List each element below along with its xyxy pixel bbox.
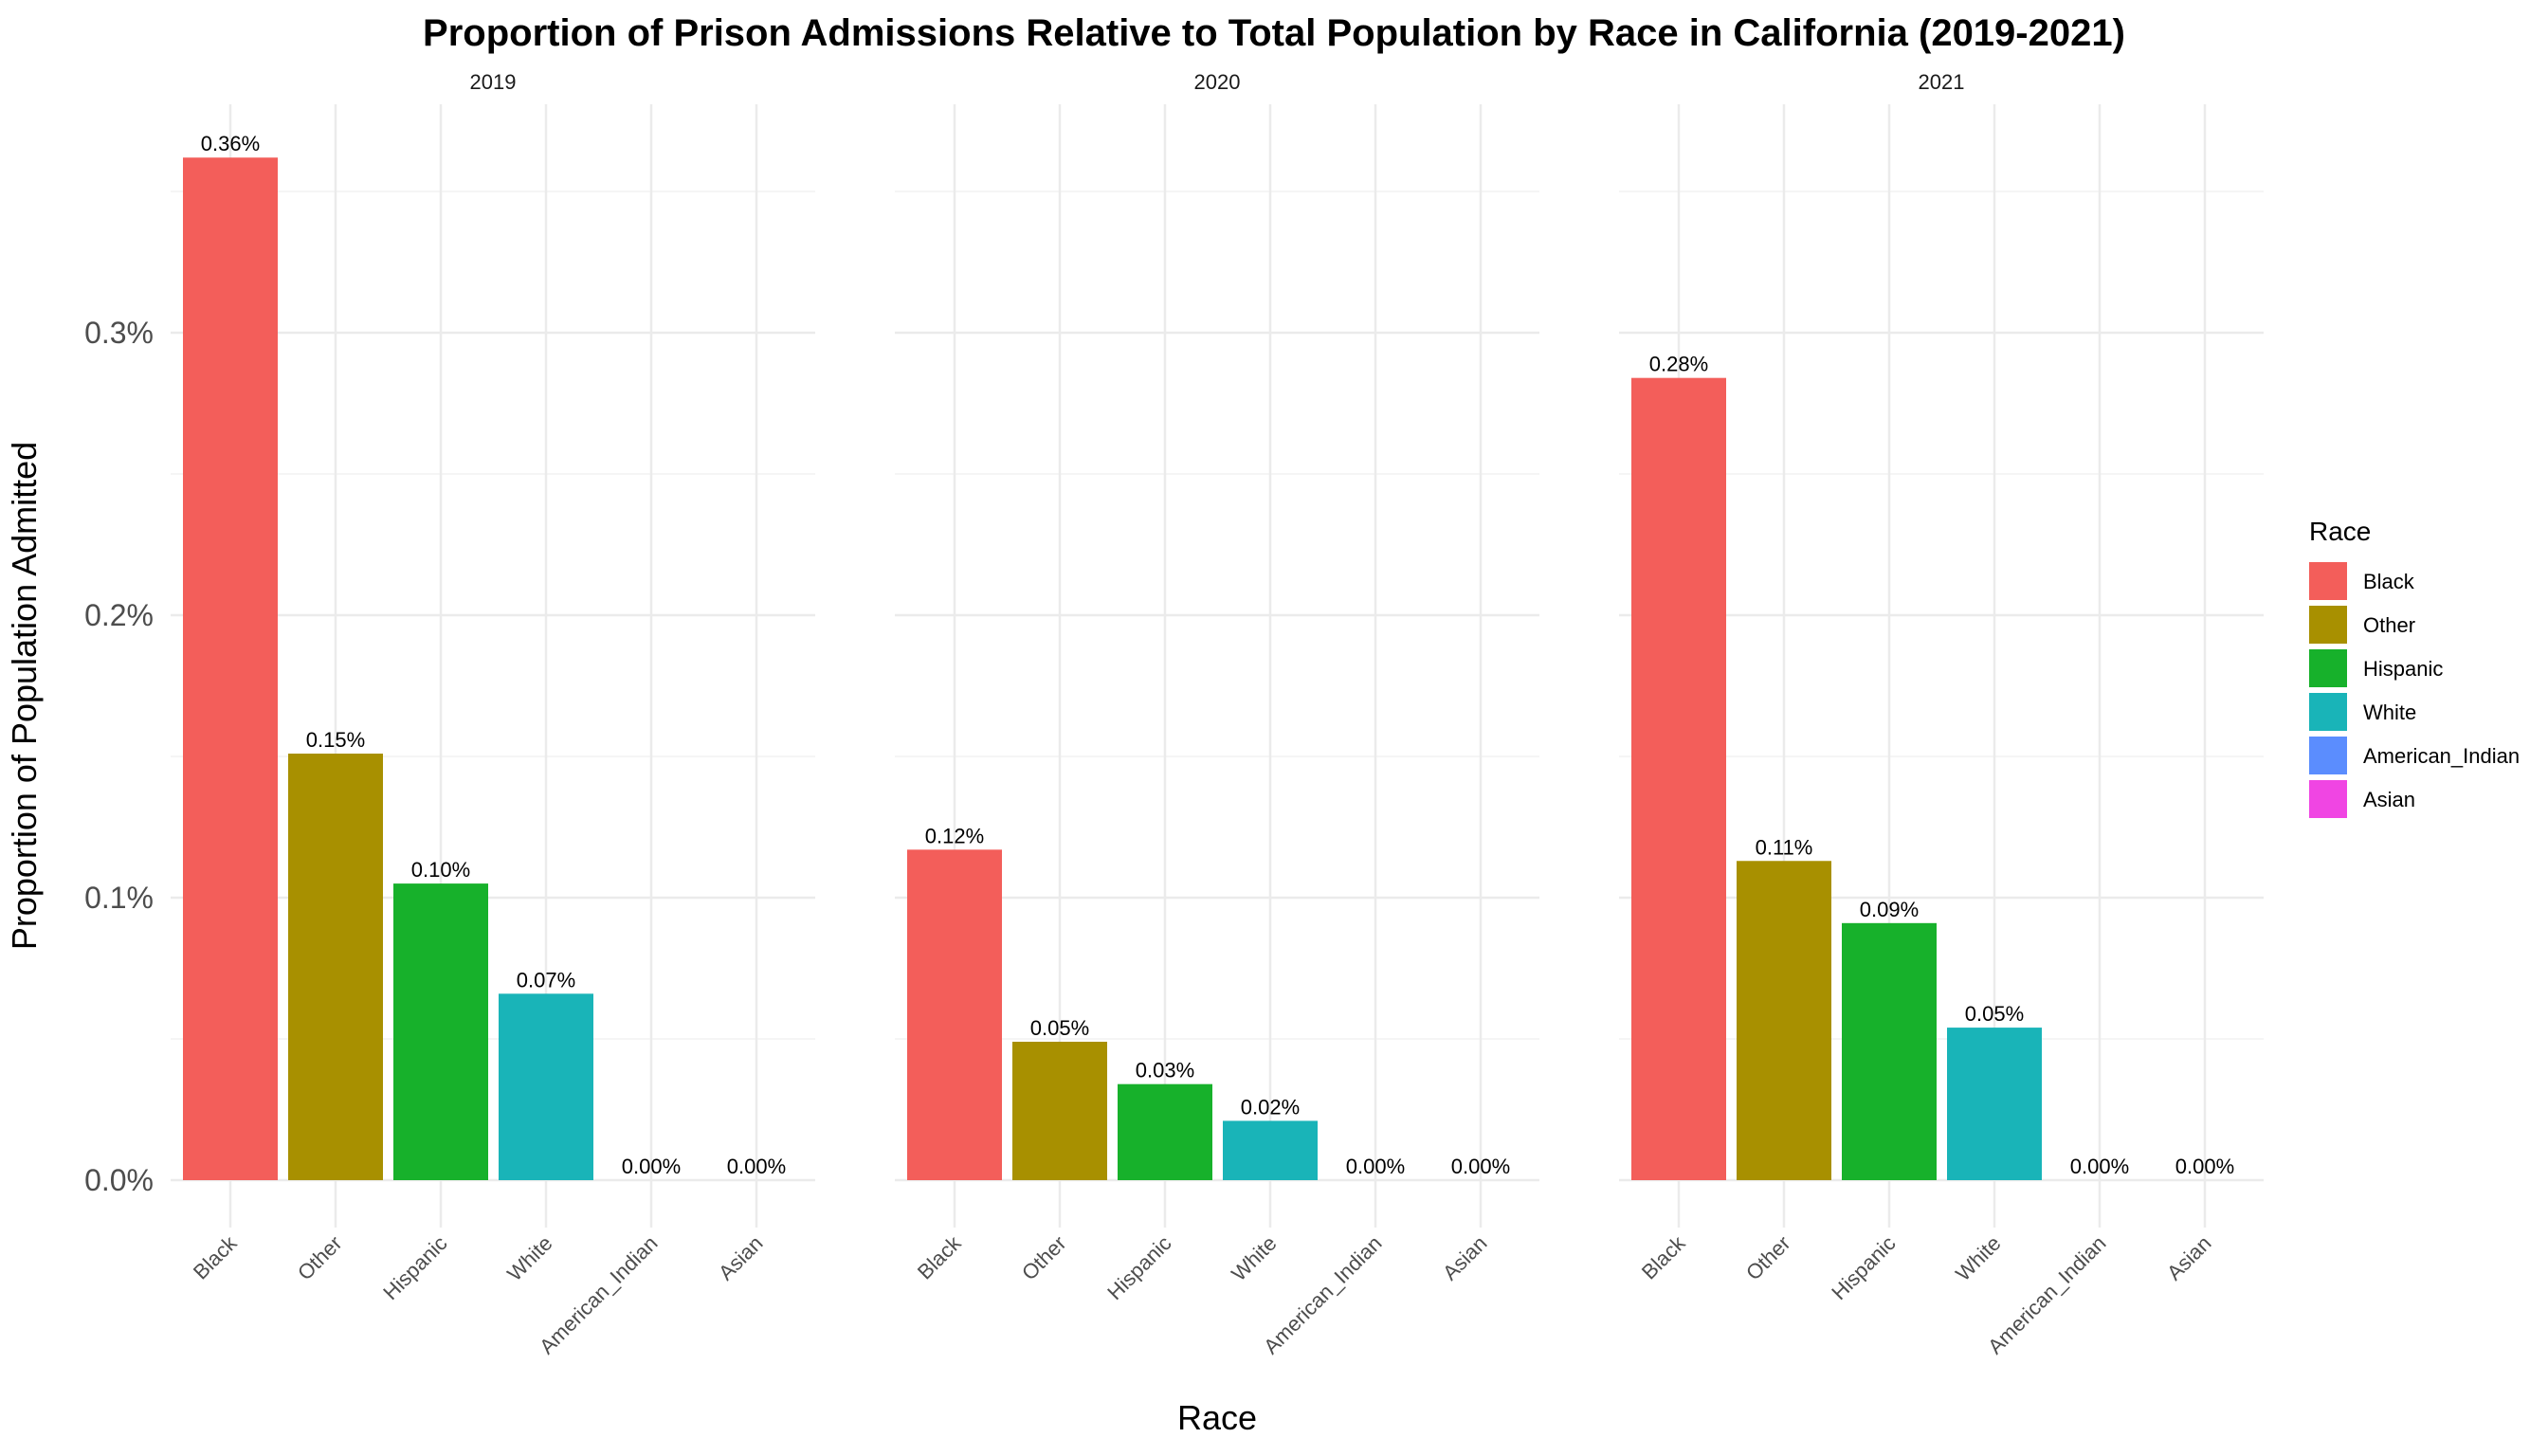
x-tick-label: Black (189, 1230, 242, 1283)
x-tick-label: Asian (2162, 1231, 2216, 1285)
data-label: 0.00% (1346, 1155, 1405, 1178)
legend-title: Race (2309, 517, 2371, 546)
bar-2019-White (499, 993, 593, 1180)
facet-label: 2019 (470, 70, 517, 94)
x-tick-label: Other (293, 1231, 347, 1285)
bar-2020-White (1223, 1120, 1318, 1180)
x-tick-label: Asian (1438, 1231, 1492, 1285)
data-label: 0.10% (411, 858, 470, 882)
bar-2021-Hispanic (1842, 922, 1937, 1180)
data-label: 0.02% (1241, 1095, 1300, 1119)
legend-label: White (2363, 701, 2416, 724)
facet-label: 2020 (1194, 70, 1241, 94)
data-label: 0.00% (622, 1155, 681, 1178)
data-label: 0.05% (1030, 1016, 1089, 1040)
x-tick-label: Hispanic (1827, 1231, 1900, 1304)
panel-2019: 2019 0.36% Black 0.15% Other 0.10% Hispanic 0.0… (171, 70, 815, 1358)
data-label: 0.28% (1649, 353, 1708, 376)
x-tick-label: Asian (714, 1231, 768, 1285)
x-tick-label: Other (1017, 1231, 1071, 1285)
bar-2019-Black (183, 157, 278, 1181)
data-label: 0.00% (1451, 1155, 1510, 1178)
legend-swatch-Hispanic (2309, 649, 2347, 687)
x-tick-label: Black (1637, 1230, 1690, 1283)
bar-2019-Hispanic (393, 883, 488, 1180)
panel-2021: 2021 0.28% Black 0.11% Other 0.09% Hispanic 0.0… (1619, 70, 2264, 1358)
x-tick-label: Black (913, 1230, 966, 1283)
panel-2020: 2020 0.12% Black 0.05% Other 0.03% Hispanic 0.0… (895, 70, 1539, 1358)
bar-2020-Other (1012, 1041, 1107, 1180)
data-label: 0.00% (727, 1155, 786, 1178)
x-tick-label: White (502, 1231, 556, 1285)
x-axis-title: Race (1177, 1398, 1257, 1437)
legend-label: Asian (2363, 788, 2415, 811)
data-label: 0.11% (1756, 835, 1813, 859)
panels: 2019 0.36% Black 0.15% Other 0.10% Hispanic 0.0… (171, 70, 2264, 1358)
data-label: 0.12% (925, 824, 984, 847)
bar-2021-Other (1737, 861, 1831, 1180)
data-label: 0.00% (2175, 1155, 2234, 1178)
legend-swatch-American_Indian (2309, 737, 2347, 774)
legend-label: Black (2363, 570, 2415, 593)
x-tick-label: White (1951, 1231, 2005, 1285)
data-label: 0.03% (1136, 1059, 1194, 1083)
y-axis-title: Proportion of Population Admitted (5, 442, 44, 950)
bar-2021-White (1947, 1028, 2042, 1180)
x-tick-label: Other (1741, 1231, 1795, 1285)
bar-2019-Other (288, 754, 383, 1180)
data-label: 0.15% (306, 728, 365, 752)
data-label: 0.36% (201, 132, 260, 155)
data-label: 0.09% (1860, 898, 1919, 921)
y-tick-label: 0.3% (84, 316, 154, 350)
bar-2020-Black (907, 849, 1002, 1180)
data-label: 0.07% (517, 968, 575, 992)
legend-swatch-Asian (2309, 780, 2347, 818)
y-tick-label: 0.2% (84, 598, 154, 632)
bar-2020-Hispanic (1118, 1083, 1212, 1180)
legend-swatch-Black (2309, 562, 2347, 600)
x-tick-label: Hispanic (378, 1231, 451, 1304)
x-tick-label: Hispanic (1102, 1231, 1175, 1304)
data-label: 0.00% (2070, 1155, 2129, 1178)
legend-swatch-Other (2309, 606, 2347, 644)
legend-label: Other (2363, 613, 2415, 637)
x-tick-label: White (1227, 1231, 1281, 1285)
y-axis: 0.0% 0.1% 0.2% 0.3% (84, 316, 154, 1197)
y-tick-label: 0.0% (84, 1163, 154, 1197)
legend-label: Hispanic (2363, 657, 2443, 681)
chart-title: Proportion of Prison Admissions Relative… (423, 12, 2125, 54)
legend-label: American_Indian (2363, 744, 2520, 768)
bar-2021-Black (1631, 377, 1726, 1180)
legend: Race Black Other Hispanic White American_Ind… (2309, 517, 2520, 818)
data-label: 0.05% (1965, 1002, 2024, 1026)
y-tick-label: 0.1% (84, 881, 154, 915)
facet-label: 2021 (1919, 70, 1965, 94)
legend-swatch-White (2309, 693, 2347, 731)
